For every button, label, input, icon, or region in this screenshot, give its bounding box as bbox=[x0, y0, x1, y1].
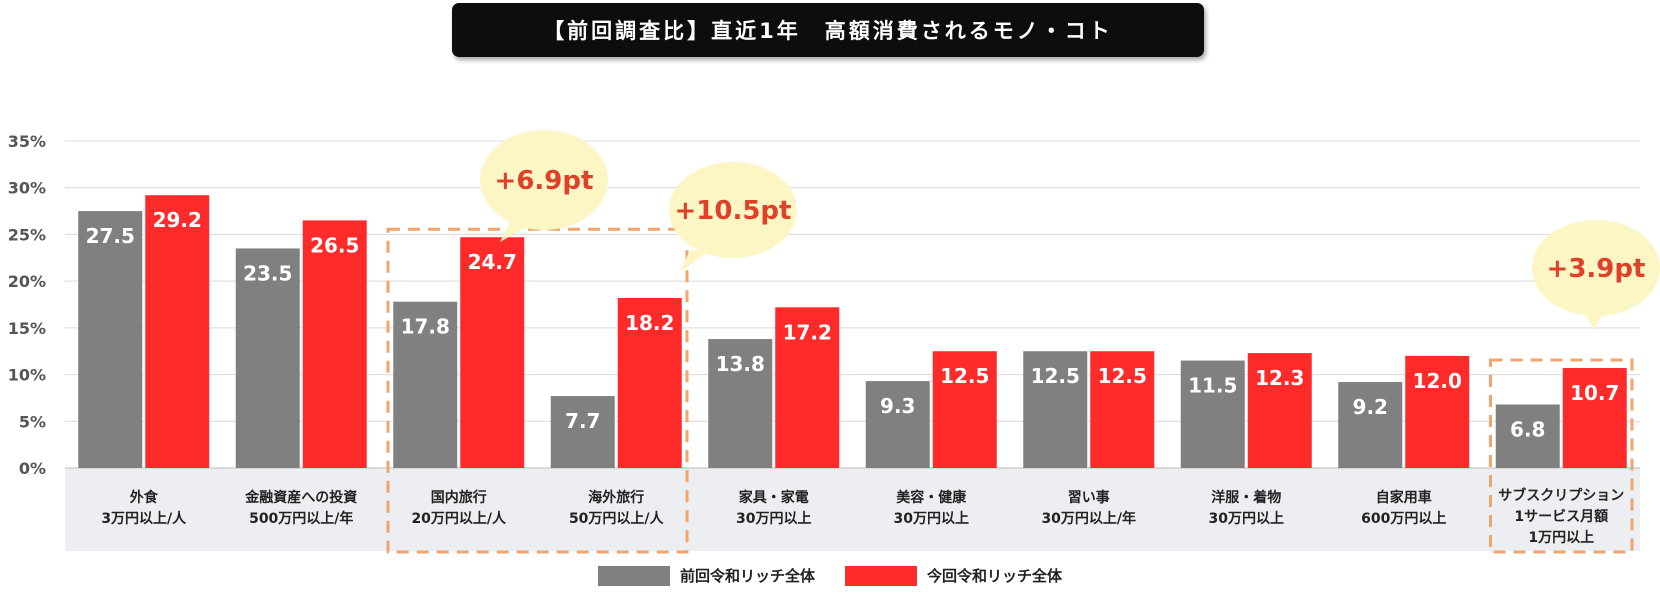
legend-swatch-previous bbox=[598, 565, 670, 586]
category-label: 20万円以上/人 bbox=[411, 510, 507, 527]
value-label-current: 26.5 bbox=[310, 233, 359, 257]
value-label-previous: 13.8 bbox=[716, 352, 765, 376]
bar-chart: 0% 5% 10% 15% 20% 25% 30% 35% 27.5 23.5 17.8 7.7 13.… bbox=[8, 130, 1660, 554]
category-label: 500万円以上/年 bbox=[249, 510, 353, 527]
bar-current bbox=[775, 307, 840, 468]
value-label-current: 29.2 bbox=[153, 208, 202, 232]
bar-current bbox=[1405, 355, 1470, 468]
legend-item-previous: 前回令和リッチ全体 bbox=[598, 565, 815, 586]
value-label-previous: 9.2 bbox=[1353, 395, 1388, 419]
annotation-bubble-tail bbox=[680, 250, 708, 272]
value-label-current: 12.5 bbox=[1098, 364, 1147, 388]
bar-current bbox=[1090, 351, 1155, 468]
category-label: 50万円以上/人 bbox=[569, 510, 665, 527]
value-label-current: 12.3 bbox=[1255, 366, 1304, 390]
category-label: 国内旅行 bbox=[431, 489, 487, 506]
category-label: 自家用車 bbox=[1376, 489, 1432, 506]
annotation-label: +3.9pt bbox=[1547, 254, 1646, 284]
bar-previous bbox=[78, 211, 143, 469]
bar-previous bbox=[1180, 360, 1245, 468]
bar-previous bbox=[1023, 351, 1088, 468]
legend-item-current: 今回令和リッチ全体 bbox=[845, 565, 1062, 586]
highlight-box bbox=[1489, 358, 1634, 554]
category-label: 30万円以上 bbox=[736, 511, 811, 527]
category-label: 金融資産への投資 bbox=[244, 489, 357, 506]
category-label: サブスクリプション bbox=[1498, 487, 1624, 504]
value-label-current: 17.2 bbox=[783, 320, 832, 344]
value-label-previous: 27.5 bbox=[86, 224, 135, 248]
bar-current bbox=[1562, 368, 1627, 468]
bar-current bbox=[932, 351, 997, 468]
chart-title: 【前回調査比】直近1年 高額消費されるモノ・コト bbox=[452, 3, 1204, 57]
annotation-label: +10.5pt bbox=[675, 196, 792, 226]
bar-previous bbox=[235, 248, 300, 468]
bar-previous bbox=[1338, 382, 1403, 468]
bar-current bbox=[1247, 353, 1312, 468]
value-label-previous: 17.8 bbox=[401, 315, 450, 339]
value-label-previous: 23.5 bbox=[243, 261, 292, 285]
y-tick-label: 35% bbox=[8, 132, 46, 151]
legend: 前回令和リッチ全体 今回令和リッチ全体 bbox=[598, 565, 1092, 586]
annotation-bubble bbox=[669, 162, 797, 258]
bar-previous bbox=[865, 381, 930, 468]
category-label: 外食 bbox=[130, 489, 159, 506]
category-label: 海外旅行 bbox=[588, 489, 644, 506]
category-label: 30万円以上 bbox=[894, 511, 969, 527]
bar-current bbox=[302, 220, 367, 468]
value-label-current: 12.5 bbox=[940, 364, 989, 388]
category-label: 3万円以上/人 bbox=[101, 510, 187, 527]
category-label: 1サービス月額 bbox=[1514, 508, 1608, 525]
value-label-previous: 6.8 bbox=[1510, 417, 1545, 441]
value-label-previous: 7.7 bbox=[565, 409, 600, 433]
bar-previous bbox=[1495, 404, 1560, 468]
annotation-bubble bbox=[480, 130, 608, 230]
y-tick-label: 5% bbox=[19, 412, 46, 431]
bar-current bbox=[460, 237, 525, 468]
value-label-previous: 9.3 bbox=[880, 394, 915, 418]
bar-previous bbox=[708, 339, 773, 468]
y-tick-label: 25% bbox=[8, 225, 46, 244]
bar-previous bbox=[550, 396, 615, 468]
y-tick-label: 30% bbox=[8, 179, 46, 198]
category-label: 30万円以上 bbox=[1209, 511, 1284, 527]
category-label: 家具・家電 bbox=[739, 489, 809, 506]
value-label-previous: 11.5 bbox=[1188, 374, 1237, 398]
y-tick-label: 0% bbox=[19, 459, 46, 478]
category-label: 美容・健康 bbox=[896, 489, 967, 506]
legend-label-previous: 前回令和リッチ全体 bbox=[680, 567, 816, 585]
y-tick-label: 10% bbox=[8, 366, 46, 385]
category-label: 600万円以上 bbox=[1361, 511, 1446, 527]
y-tick-label: 15% bbox=[8, 319, 46, 338]
annotation-label: +6.9pt bbox=[495, 166, 594, 196]
bar-current bbox=[145, 195, 210, 468]
value-label-current: 12.0 bbox=[1413, 369, 1462, 393]
value-label-current: 10.7 bbox=[1570, 381, 1619, 405]
value-label-current: 24.7 bbox=[468, 250, 517, 274]
category-label: 30万円以上/年 bbox=[1041, 510, 1136, 527]
annotation-bubble-tail bbox=[1583, 310, 1605, 330]
bar-previous bbox=[393, 301, 458, 468]
annotation-bubble-tail bbox=[500, 222, 528, 242]
annotation-bubble bbox=[1532, 220, 1660, 316]
category-label: 習い事 bbox=[1068, 489, 1110, 506]
value-label-previous: 12.5 bbox=[1031, 364, 1080, 388]
category-label: 1万円以上 bbox=[1528, 530, 1594, 546]
category-band bbox=[65, 468, 1640, 551]
legend-swatch-current bbox=[845, 565, 918, 586]
value-label-current: 18.2 bbox=[625, 311, 674, 335]
category-label: 洋服・着物 bbox=[1211, 489, 1281, 506]
legend-label-current: 今回令和リッチ全体 bbox=[927, 567, 1063, 585]
y-tick-label: 20% bbox=[8, 272, 46, 291]
bar-current bbox=[617, 297, 682, 468]
